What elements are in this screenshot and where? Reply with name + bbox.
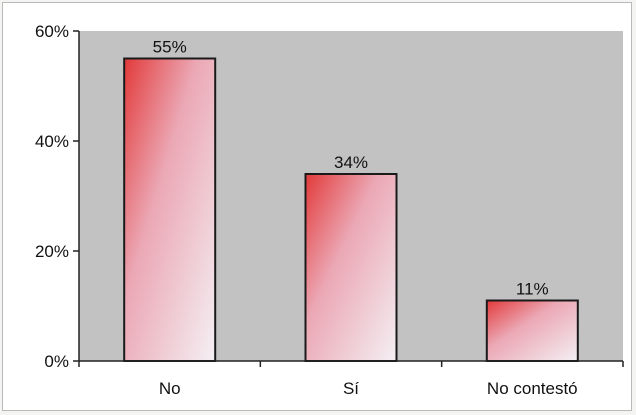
category-label-2: No contestó	[487, 379, 578, 398]
bar-0	[123, 57, 217, 362]
data-label-1: 34%	[334, 153, 368, 172]
data-label-0: 55%	[153, 38, 187, 57]
category-label-0: No	[159, 379, 181, 398]
data-label-2: 11%	[516, 280, 549, 299]
y-tick-label-0: 0%	[44, 352, 69, 371]
category-label-1: Sí	[343, 379, 359, 398]
y-tick-label-3: 60%	[35, 22, 69, 41]
y-tick-label-2: 40%	[35, 132, 69, 151]
bar-1	[304, 173, 398, 362]
bar-2	[485, 299, 579, 362]
y-tick-label-1: 20%	[35, 242, 69, 261]
